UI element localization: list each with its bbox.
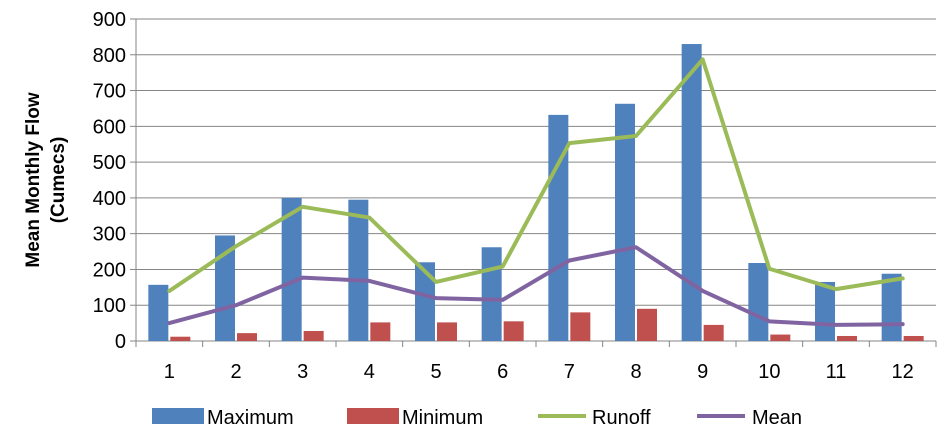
y-tick-label: 600: [93, 116, 126, 138]
y-tick-label: 200: [93, 259, 126, 281]
x-tick-label: 6: [497, 361, 508, 383]
x-tick-label: 2: [230, 361, 241, 383]
x-tick-label: 3: [297, 361, 308, 383]
y-tick-label: 800: [93, 45, 126, 67]
bar-minimum-6: [503, 321, 524, 341]
bar-minimum-12: [903, 335, 924, 341]
bar-maximum-5: [415, 262, 435, 341]
x-tick-label: 7: [564, 361, 575, 383]
bar-maximum-11: [815, 281, 835, 341]
bar-maximum-3: [281, 197, 302, 341]
bar-minimum-5: [437, 322, 457, 341]
bar-minimum-11: [837, 335, 857, 341]
legend-label-minimum: Minimum: [402, 407, 483, 429]
bar-minimum-1: [170, 336, 191, 341]
line-runoff: [167, 57, 905, 293]
bar-maximum-8: [615, 103, 635, 341]
x-tick-label: 8: [630, 361, 641, 383]
y-tick-label: 0: [115, 331, 126, 353]
bar-minimum-2: [237, 333, 257, 341]
bar-minimum-8: [637, 308, 657, 341]
x-tick-label: 9: [697, 361, 708, 383]
bar-minimum-7: [570, 312, 591, 341]
bar-maximum-9: [681, 44, 702, 342]
line-mean: [167, 245, 905, 327]
bar-minimum-10: [770, 334, 791, 341]
bar-maximum-6: [481, 247, 502, 341]
bar-minimum-3: [303, 330, 324, 341]
x-tick-label: 10: [758, 361, 780, 383]
legend-label-maximum: Maximum: [207, 407, 294, 429]
bar-minimum-9: [703, 324, 724, 341]
bar-maximum-1: [148, 284, 169, 341]
legend-swatch-minimum: [347, 408, 399, 424]
bar-minimum-4: [370, 322, 391, 341]
y-tick-label: 900: [93, 9, 126, 31]
y-tick-label: 400: [93, 188, 126, 210]
x-tick-label: 12: [892, 361, 914, 383]
y-tick-label: 500: [93, 152, 126, 174]
bar-maximum-2: [215, 235, 235, 341]
legend-label-mean: Mean: [752, 407, 802, 429]
y-tick-label: 300: [93, 224, 126, 246]
y-tick-label: 700: [93, 81, 126, 103]
x-tick-label: 11: [826, 361, 847, 383]
x-tick-label: 1: [164, 361, 175, 383]
y-tick-label: 100: [93, 295, 126, 317]
legend-label-runoff: Runoff: [592, 407, 651, 429]
bar-maximum-10: [748, 263, 769, 341]
bar-maximum-12: [881, 273, 902, 341]
legend-swatch-maximum: [152, 408, 204, 424]
y-axis-label-line2: (Cumecs): [48, 137, 69, 224]
bar-maximum-4: [348, 199, 369, 341]
y-axis-label-line1: Mean Monthly Flow: [23, 92, 44, 267]
x-tick-label: 5: [430, 361, 441, 383]
x-tick-label: 4: [364, 361, 375, 383]
